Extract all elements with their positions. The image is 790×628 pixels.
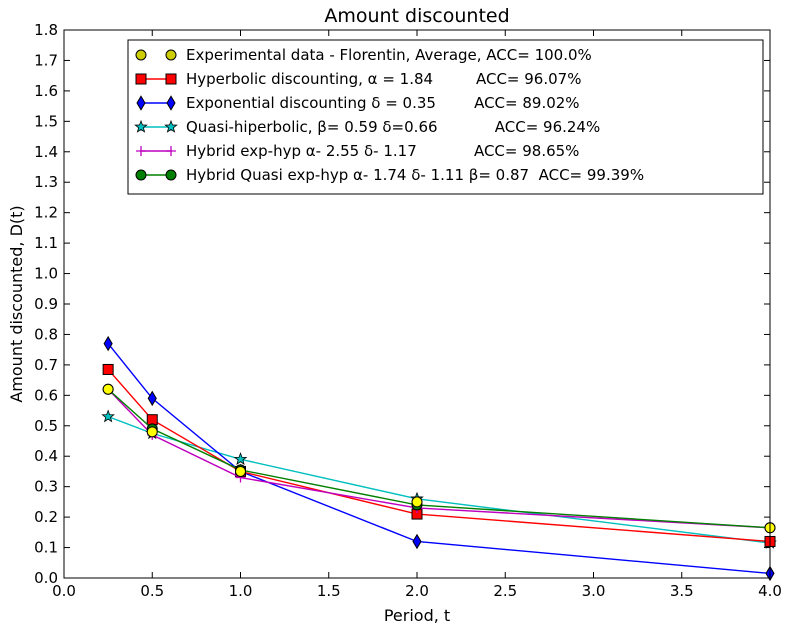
y-tick-label: 1.6 xyxy=(34,82,58,100)
x-tick-label: 2.0 xyxy=(405,582,429,600)
legend-label: Experimental data - Florentin, Average, … xyxy=(186,46,592,64)
series-4-point xyxy=(233,452,248,466)
y-tick-label: 0.4 xyxy=(34,447,58,465)
x-tick-label: 3.5 xyxy=(670,582,694,600)
series-2-point xyxy=(146,414,158,426)
legend-label: Hybrid exp-hyp α- 2.55 δ- 1.17 ACC= 98.6… xyxy=(186,142,579,160)
legend-entry: Hybrid Quasi exp-hyp α- 1.74 δ- 1.11 β= … xyxy=(135,166,644,184)
chart-title: Amount discounted xyxy=(324,5,509,27)
y-tick-label: 1.0 xyxy=(34,265,58,283)
y-tick-label: 0.2 xyxy=(34,508,58,526)
y-tick-label: 0.6 xyxy=(34,386,58,404)
legend-marker xyxy=(164,119,178,133)
y-tick-label: 0.1 xyxy=(34,539,58,557)
x-tick-label: 1.5 xyxy=(317,582,341,600)
legend-entry: Experimental data - Florentin, Average, … xyxy=(135,46,592,64)
y-tick-label: 0.9 xyxy=(34,295,58,313)
legend-box xyxy=(127,39,764,195)
legend-entry: Quasi-hiperbolic, β= 0.59 δ=0.66 ACC= 96… xyxy=(134,118,600,136)
series-3-point xyxy=(147,390,157,407)
series-1-point xyxy=(411,496,423,508)
legend-label: Quasi-hiperbolic, β= 0.59 δ=0.66 ACC= 96… xyxy=(186,118,600,136)
legend-marker xyxy=(166,95,176,111)
series-1-point xyxy=(102,383,114,395)
legend-label: Hyperbolic discounting, α = 1.84 ACC= 96… xyxy=(186,70,581,88)
y-tick-label: 1.5 xyxy=(34,112,58,130)
x-tick-label: 3.0 xyxy=(582,582,606,600)
y-tick-label: 0.3 xyxy=(34,478,58,496)
series-1-point xyxy=(146,426,158,438)
x-tick-label: 2.5 xyxy=(493,582,517,600)
series-1 xyxy=(102,383,776,534)
legend-marker xyxy=(135,49,147,61)
y-tick-label: 1.2 xyxy=(34,204,58,222)
legend-marker xyxy=(165,49,177,61)
y-tick-label: 1.1 xyxy=(34,234,58,252)
legend-marker xyxy=(165,73,177,85)
legend-label: Hybrid Quasi exp-hyp α- 1.74 δ- 1.11 β= … xyxy=(186,166,644,184)
y-axis-title: Amount discounted, D(t) xyxy=(7,205,26,402)
x-tick-label: 4.0 xyxy=(758,582,782,600)
y-tick-label: 0.7 xyxy=(34,356,58,374)
legend-marker xyxy=(136,95,146,111)
x-tick-label: 0.0 xyxy=(52,582,76,600)
legend-marker xyxy=(134,119,148,133)
y-tick-label: 0.5 xyxy=(34,417,58,435)
y-tick-label: 1.8 xyxy=(34,21,58,39)
x-tick-label: 0.5 xyxy=(140,582,164,600)
series-3-point xyxy=(412,533,422,550)
y-tick-label: 1.3 xyxy=(34,173,58,191)
legend-entry: Hybrid exp-hyp α- 2.55 δ- 1.17 ACC= 98.6… xyxy=(136,142,579,160)
legend-marker xyxy=(165,169,177,181)
series-4-point xyxy=(101,409,115,423)
legend-entry: Hyperbolic discounting, α = 1.84 ACC= 96… xyxy=(135,70,581,88)
legend-marker xyxy=(136,146,146,156)
y-tick-label: 1.4 xyxy=(34,143,58,161)
legend-marker xyxy=(166,146,176,156)
plot-area xyxy=(101,335,777,582)
y-tick-label: 1.7 xyxy=(34,51,58,69)
y-tick-label: 0.8 xyxy=(34,325,58,343)
series-2-point xyxy=(102,363,114,375)
axis-ticks: 0.0 0.5 1.0 1.5 2.0 2.5 3.0 3.5 4.0 0.0 0.1 0.2 0.3 0… xyxy=(34,21,782,600)
legend-label: Exponential discounting δ = 0.35 ACC= 89… xyxy=(186,94,580,112)
series-1-point xyxy=(235,465,246,477)
x-tick-label: 1.0 xyxy=(229,582,253,600)
legend-entry: Exponential discounting δ = 0.35 ACC= 89… xyxy=(136,94,580,112)
x-axis-title: Period, t xyxy=(384,606,450,625)
y-tick-label: 0.0 xyxy=(34,569,58,587)
legend-marker xyxy=(135,73,147,85)
series-3-point xyxy=(103,335,113,352)
legend: Experimental data - Florentin, Average, … xyxy=(127,39,764,195)
legend-marker xyxy=(135,169,147,181)
